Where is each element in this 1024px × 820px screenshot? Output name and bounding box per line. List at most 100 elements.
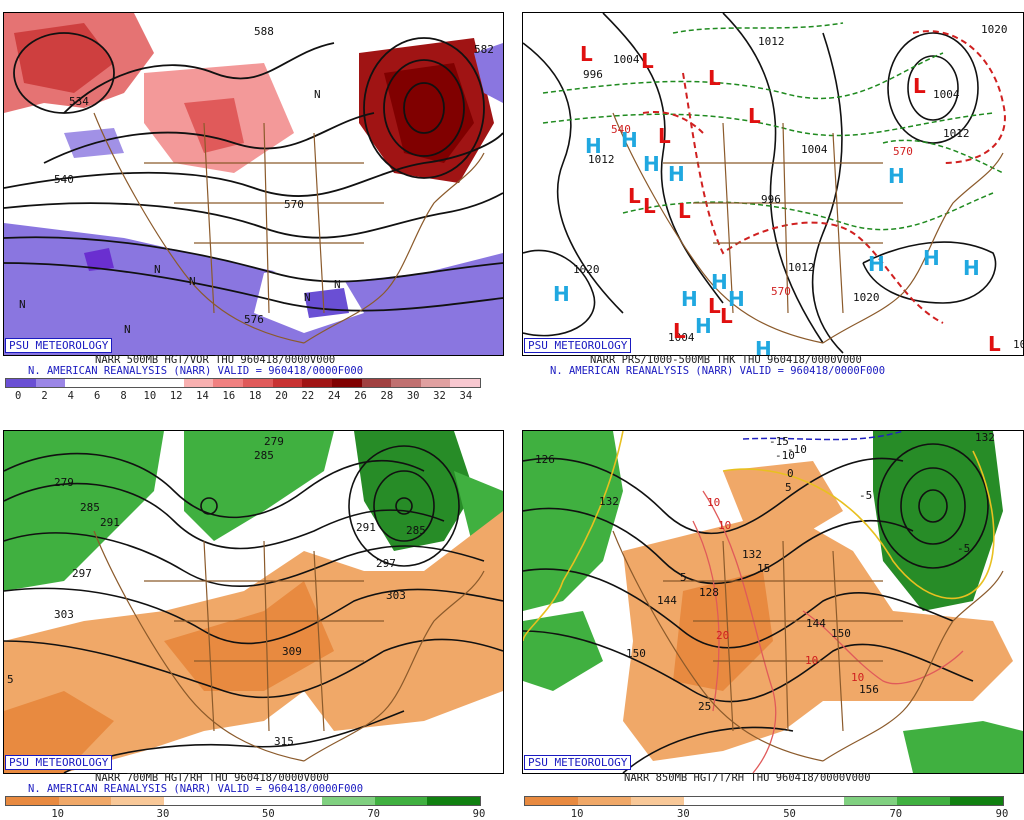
svg-text:-15: -15 xyxy=(769,435,789,448)
panel-850mb-temp-rh: 126 132 -15 -10 0 5 -5 -5 10 10 15 132 5… xyxy=(512,410,1024,820)
vorticity-colorbar xyxy=(5,378,481,388)
colorbar-swatch xyxy=(578,797,632,805)
svg-text:H: H xyxy=(695,314,712,338)
colorbar-tick-label: 10 xyxy=(570,808,584,820)
colorbar-swatch xyxy=(243,379,273,387)
svg-text:5: 5 xyxy=(785,481,792,494)
svg-text:H: H xyxy=(888,164,905,188)
label-576: 576 xyxy=(244,313,264,326)
colorbar-swatch xyxy=(94,379,125,387)
svg-text:H: H xyxy=(728,287,745,311)
svg-text:303: 303 xyxy=(54,608,74,621)
colorbar-tick-label: 26 xyxy=(354,390,367,402)
colorbar-tick-label: 0 xyxy=(14,390,22,402)
panel-500mb-vorticity: 588 534 540 570 576 582 N N N N N N N PS… xyxy=(0,0,512,410)
rh-colorbar-ticks: 10 30 50 70 90 xyxy=(524,808,1009,820)
psu-meteorology-badge: PSU METEOROLOGY xyxy=(524,755,632,770)
colorbar-swatch xyxy=(6,379,36,387)
colorbar-tick-label: 32 xyxy=(433,390,446,402)
colorbar-tick-label: 90 xyxy=(995,808,1009,820)
svg-text:1012: 1012 xyxy=(788,261,815,274)
rh-colorbar xyxy=(5,796,481,806)
svg-text:156: 156 xyxy=(859,683,879,696)
svg-text:L: L xyxy=(708,294,721,318)
svg-text:-10: -10 xyxy=(787,443,807,456)
colorbar-tick-label: 8 xyxy=(120,390,127,402)
svg-text:144: 144 xyxy=(657,594,677,607)
svg-text:H: H xyxy=(755,337,772,355)
colorbar-swatch xyxy=(183,379,214,387)
svg-text:1020: 1020 xyxy=(573,263,600,276)
svg-text:H: H xyxy=(668,162,685,186)
psu-meteorology-badge: PSU METEOROLOGY xyxy=(5,755,113,770)
colorbar-tick-label: 30 xyxy=(406,390,420,402)
map-500mb-vorticity: 588 534 540 570 576 582 N N N N N N N xyxy=(3,12,504,356)
svg-text:L: L xyxy=(708,66,721,90)
svg-text:126: 126 xyxy=(535,453,555,466)
colorbar-tick-label: 70 xyxy=(889,808,903,820)
svg-text:291: 291 xyxy=(356,521,376,534)
svg-text:144: 144 xyxy=(806,617,826,630)
map-caption: NARR PRS/1000-500MB THK THU 960418/0000V… xyxy=(590,354,862,366)
map-pressure-thickness: 996 1004 1012 1012 1004 1020 996 1012 10… xyxy=(522,12,1024,356)
svg-text:N: N xyxy=(189,275,196,288)
svg-text:25: 25 xyxy=(698,700,711,713)
low-pressure-marker: L xyxy=(580,42,593,66)
colorbar-swatch xyxy=(361,379,392,387)
map-valid-caption: N. AMERICAN REANALYSIS (NARR) VALID = 96… xyxy=(28,783,364,795)
colorbar-tick-label: 10 xyxy=(51,808,64,820)
svg-text:5: 5 xyxy=(680,571,687,584)
svg-text:5: 5 xyxy=(7,673,14,686)
colorbar-swatch xyxy=(65,379,95,387)
svg-text:150: 150 xyxy=(831,627,851,640)
svg-text:N: N xyxy=(19,298,26,311)
svg-text:H: H xyxy=(553,282,570,306)
colorbar-swatch xyxy=(213,379,243,387)
map-850mb-temp-rh: 126 132 -15 -10 0 5 -5 -5 10 10 15 132 5… xyxy=(522,430,1024,774)
svg-text:H: H xyxy=(621,128,638,152)
svg-text:309: 309 xyxy=(282,645,302,658)
rh-colorbar-ticks: 10 30 50 70 90 xyxy=(5,808,485,820)
svg-text:285: 285 xyxy=(254,449,274,462)
svg-text:1020: 1020 xyxy=(853,291,880,304)
colorbar-swatch xyxy=(164,797,217,805)
svg-text:1012: 1012 xyxy=(588,153,615,166)
colorbar-swatch xyxy=(896,797,950,805)
svg-text:1020: 1020 xyxy=(981,23,1008,36)
colorbar-swatch xyxy=(111,797,165,805)
svg-text:303: 303 xyxy=(386,589,406,602)
colorbar-tick-label: 18 xyxy=(248,390,262,402)
colorbar-swatch xyxy=(322,797,375,805)
svg-text:132: 132 xyxy=(599,495,619,508)
svg-text:10: 10 xyxy=(718,519,731,532)
label-570: 570 xyxy=(284,198,304,211)
svg-text:H: H xyxy=(923,246,940,270)
colorbar-swatch xyxy=(391,379,421,387)
colorbar-swatch xyxy=(737,797,791,805)
svg-text:20: 20 xyxy=(716,629,729,642)
panel-700mb-rh: 279 285 279 285 291 297 291 285 297 303 … xyxy=(0,410,512,820)
svg-text:L: L xyxy=(628,184,641,208)
svg-text:315: 315 xyxy=(274,735,294,748)
svg-text:285: 285 xyxy=(406,524,426,537)
colorbar-tick-label: 28 xyxy=(380,390,394,402)
svg-text:H: H xyxy=(681,287,698,311)
svg-text:10: 10 xyxy=(805,654,818,667)
label-540: 540 xyxy=(54,173,74,186)
svg-text:1012: 1012 xyxy=(1013,338,1023,351)
map-700mb-rh: 279 285 279 285 291 297 291 285 297 303 … xyxy=(3,430,504,774)
colorbar-swatch xyxy=(6,797,59,805)
colorbar-swatch xyxy=(684,797,738,805)
colorbar-swatch xyxy=(331,379,362,387)
svg-text:H: H xyxy=(868,252,885,276)
svg-text:L: L xyxy=(913,74,926,98)
colorbar-tick-label: 34 xyxy=(459,390,473,402)
svg-text:1012: 1012 xyxy=(943,127,970,140)
colorbar-tick-label: 70 xyxy=(367,808,380,820)
psu-meteorology-badge: PSU METEOROLOGY xyxy=(5,338,113,353)
colorbar-swatch xyxy=(216,797,270,805)
svg-text:-5: -5 xyxy=(859,489,872,502)
svg-text:570: 570 xyxy=(893,145,913,158)
colorbar-swatch xyxy=(427,797,481,805)
svg-text:132: 132 xyxy=(975,431,995,444)
